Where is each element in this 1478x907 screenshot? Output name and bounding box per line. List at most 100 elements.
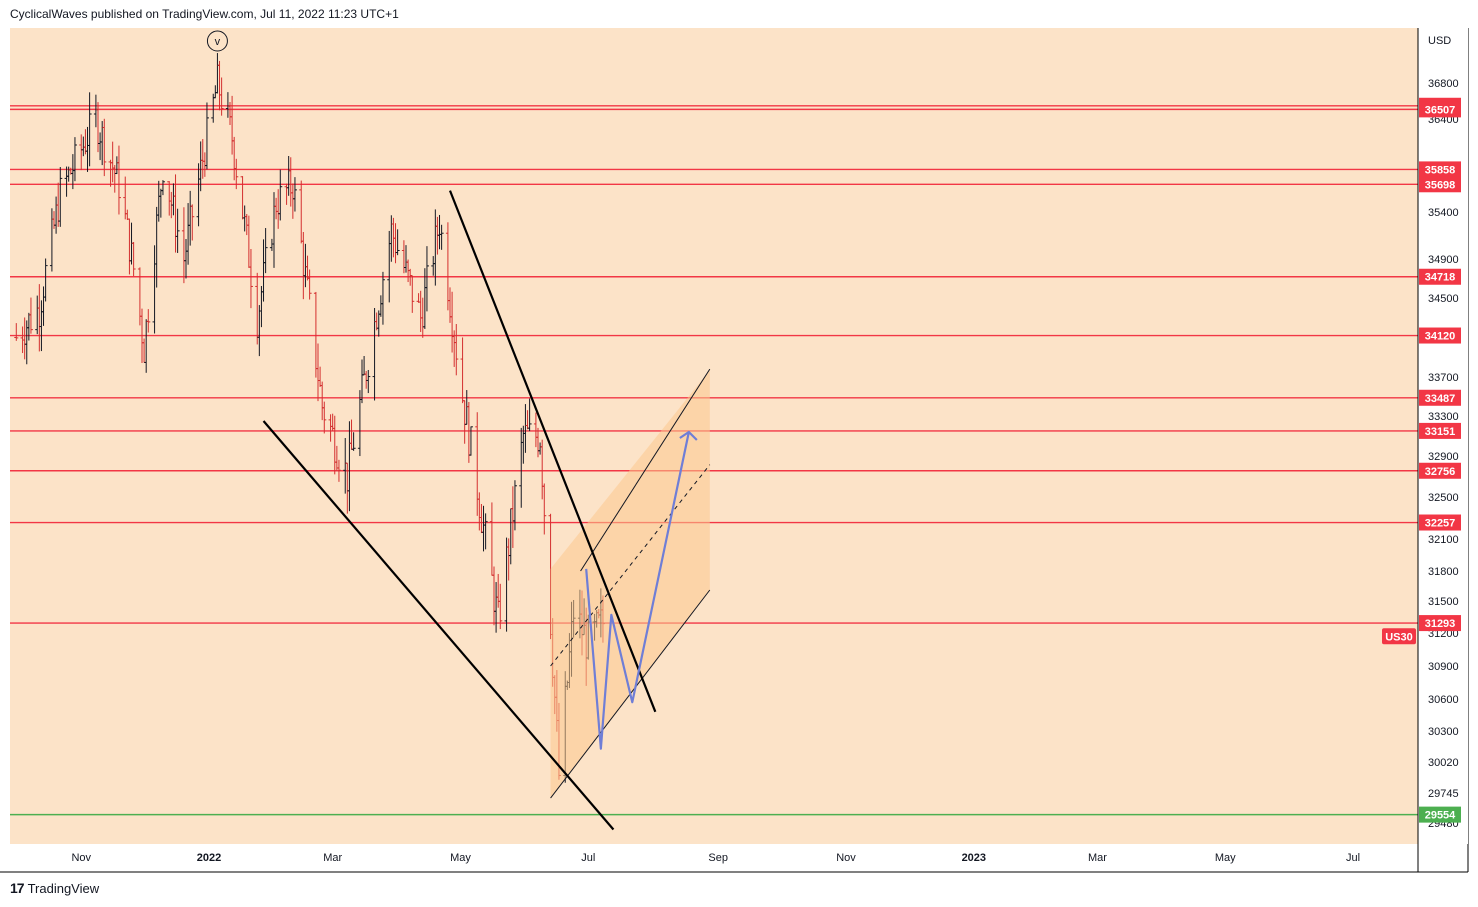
y-tick-label: 30300	[1428, 726, 1459, 738]
projection-path[interactable]	[585, 431, 690, 750]
ohlc-bar	[292, 177, 297, 212]
svg-text:32257: 32257	[1425, 518, 1456, 530]
x-tick-label: Nov	[71, 852, 91, 864]
x-tick-label: Mar	[1088, 852, 1107, 864]
ohlc-bar	[278, 169, 283, 221]
ohlc-bar	[351, 432, 356, 451]
svg-text:US30: US30	[1385, 631, 1413, 643]
ohlc-bar	[395, 229, 400, 256]
level-price-tag[interactable]: 29554	[1419, 806, 1461, 823]
ohlc-bar	[190, 204, 195, 241]
ohlc-bar	[410, 275, 415, 313]
y-tick-label: 33700	[1428, 372, 1459, 384]
level-price-tag[interactable]: 34120	[1419, 327, 1461, 344]
ohlc-bar	[512, 480, 517, 531]
level-price-tag[interactable]: 31293	[1419, 615, 1461, 632]
ohlc-bar	[43, 258, 48, 302]
svg-text:34718: 34718	[1425, 272, 1456, 284]
ohlc-bar	[58, 167, 63, 227]
tradingview-footer: 17 TradingView	[10, 880, 99, 896]
tradingview-logo-icon: 17	[10, 880, 25, 896]
svg-text:31293: 31293	[1425, 618, 1456, 630]
currency-label: USD	[1428, 35, 1451, 47]
svg-text:35698: 35698	[1425, 179, 1456, 191]
y-tick-label: 34900	[1428, 254, 1459, 266]
svg-text:32756: 32756	[1425, 466, 1456, 478]
x-tick-label: Jul	[1346, 852, 1360, 864]
x-tick-label: Jul	[581, 852, 595, 864]
ohlc-bar	[14, 323, 19, 341]
svg-text:34120: 34120	[1425, 331, 1456, 343]
x-tick-label: Mar	[323, 852, 342, 864]
projection-arrowhead	[679, 430, 698, 441]
channel-upper-line[interactable]	[580, 368, 711, 572]
svg-text:33151: 33151	[1425, 426, 1456, 438]
y-tick-label: 29745	[1428, 788, 1459, 800]
ohlc-bar	[439, 224, 444, 250]
ohlc-bar	[28, 297, 33, 334]
ohlc-bar	[527, 398, 532, 432]
y-tick-label: 32500	[1428, 492, 1459, 504]
y-tick-label: 32100	[1428, 534, 1459, 546]
y-tick-label: 31500	[1428, 596, 1459, 608]
ohlc-bar	[72, 137, 77, 182]
level-price-tag[interactable]: 33151	[1419, 422, 1461, 439]
wave-label: v	[215, 36, 221, 48]
y-tick-label: 31800	[1428, 566, 1459, 578]
ohlc-bar	[204, 102, 209, 170]
ohlc-bar	[175, 208, 180, 253]
ohlc-bar	[146, 309, 151, 333]
ohlc-bar	[102, 118, 107, 177]
publisher-line: CyclicalWaves published on TradingView.c…	[10, 7, 399, 21]
channel-fill[interactable]	[550, 370, 710, 799]
ohlc-bar	[424, 246, 429, 312]
ohlc-bar	[219, 77, 224, 116]
wave-label-circle	[206, 30, 228, 52]
ohlc-bar	[380, 271, 385, 325]
level-price-tag[interactable]: 32756	[1419, 462, 1461, 479]
x-tick-label: Nov	[836, 852, 856, 864]
y-tick-label: 36800	[1428, 78, 1459, 90]
y-tick-label: 30600	[1428, 694, 1459, 706]
symbol-price-tag[interactable]: US30	[1382, 628, 1416, 645]
wedge-trendline[interactable]	[448, 190, 657, 713]
tradingview-brand: TradingView	[27, 880, 100, 896]
ohlc-bar	[336, 459, 341, 482]
ohlc-bar	[248, 248, 253, 309]
ohlc-bar	[131, 241, 136, 277]
level-price-tag[interactable]: 33487	[1419, 389, 1461, 406]
level-price-tag[interactable]: 35698	[1419, 176, 1461, 193]
ohlc-bar	[234, 158, 239, 190]
x-tick-label: May	[1215, 852, 1236, 864]
ohlc-bar	[542, 483, 547, 535]
level-price-tag[interactable]: 32257	[1419, 514, 1461, 531]
svg-text:36507: 36507	[1425, 104, 1456, 116]
wedge-trendline[interactable]	[262, 420, 615, 831]
ohlc-bar	[366, 369, 371, 394]
ohlc-bar	[160, 180, 165, 196]
y-tick-label: 34500	[1428, 293, 1459, 305]
level-price-tag[interactable]: 35858	[1419, 161, 1461, 178]
ohlc-bar	[483, 513, 488, 550]
ohlc-bar	[454, 324, 459, 376]
ohlc-bar	[87, 92, 92, 167]
ohlc-bar	[498, 583, 503, 630]
channel-midline[interactable]	[550, 464, 711, 667]
svg-text:33487: 33487	[1425, 393, 1456, 405]
svg-text:35858: 35858	[1425, 164, 1456, 176]
y-tick-label: 33300	[1428, 411, 1459, 423]
y-tick-label: 30900	[1428, 661, 1459, 673]
y-tick-label: 32900	[1428, 451, 1459, 463]
ohlc-bar	[468, 426, 473, 456]
y-tick-label: 35400	[1428, 207, 1459, 219]
ohlc-bar	[263, 228, 268, 274]
time-axis[interactable]	[10, 844, 1418, 872]
x-tick-label: 2022	[197, 852, 221, 864]
ohlc-bar	[307, 269, 312, 300]
ohlc-bar	[116, 145, 121, 215]
level-price-tag[interactable]: 34718	[1419, 268, 1461, 285]
plot-area[interactable]	[10, 28, 1418, 844]
ohlc-bar	[322, 401, 327, 434]
level-price-tag[interactable]: 36507	[1419, 101, 1461, 118]
